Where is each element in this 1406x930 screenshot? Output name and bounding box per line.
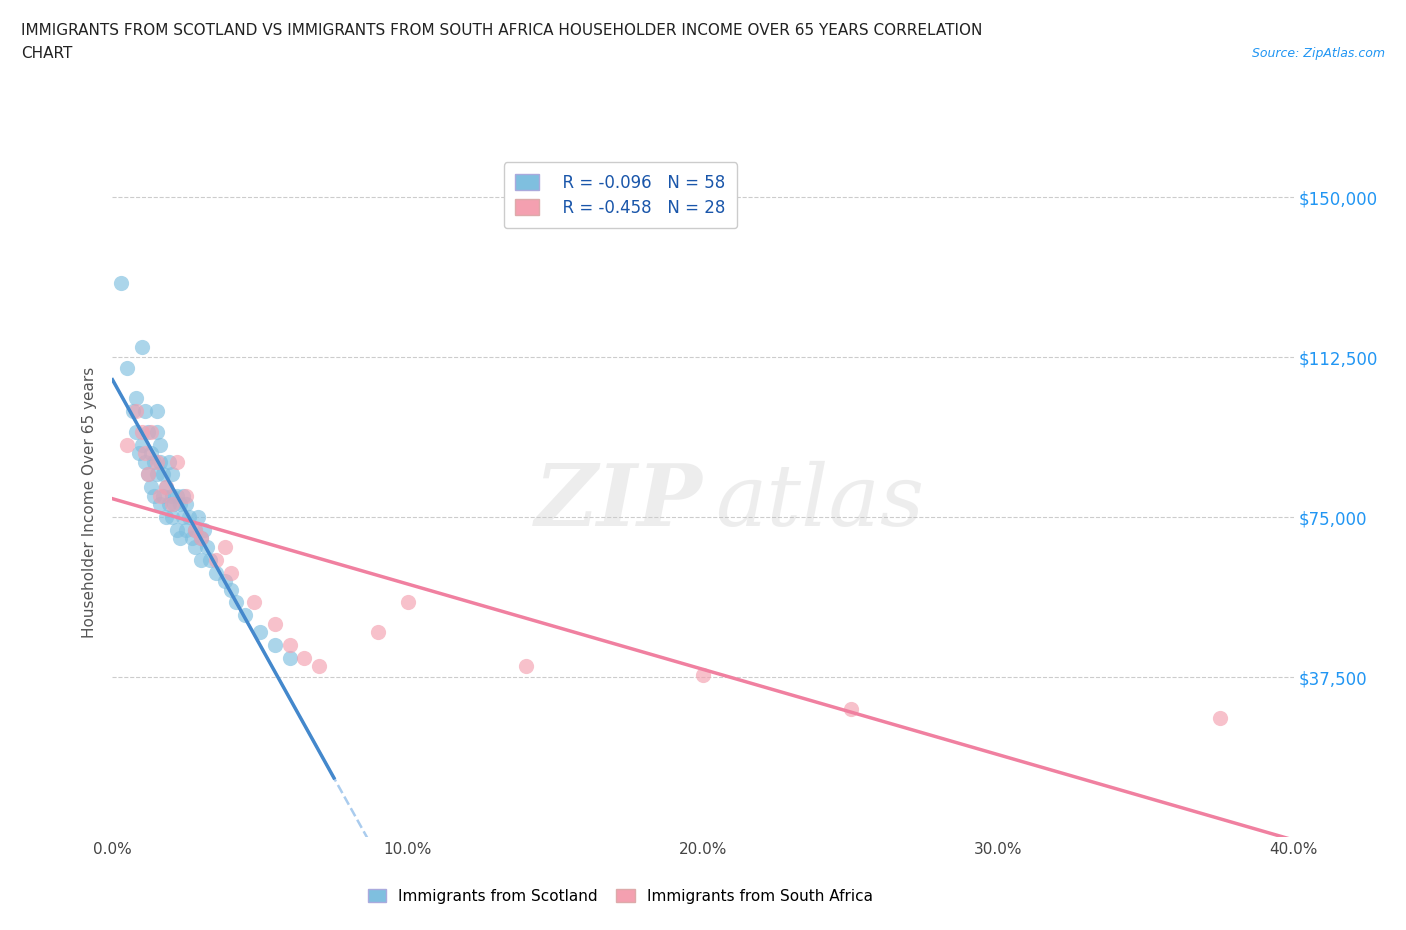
Text: IMMIGRANTS FROM SCOTLAND VS IMMIGRANTS FROM SOUTH AFRICA HOUSEHOLDER INCOME OVER: IMMIGRANTS FROM SCOTLAND VS IMMIGRANTS F… <box>21 23 983 38</box>
Point <box>225 595 247 610</box>
Point <box>139 424 162 439</box>
Text: atlas: atlas <box>714 461 924 543</box>
Point <box>1208 711 1232 725</box>
Point <box>131 339 153 354</box>
Point <box>396 595 419 610</box>
Point <box>149 488 172 503</box>
Point <box>179 510 201 525</box>
Point <box>152 467 174 482</box>
Point <box>308 659 330 674</box>
Point <box>136 467 159 482</box>
Point <box>136 467 159 482</box>
Point <box>142 488 165 503</box>
Point <box>214 539 236 554</box>
Point <box>142 454 165 469</box>
Point <box>139 480 162 495</box>
Point <box>169 497 191 512</box>
Point <box>187 510 209 525</box>
Point <box>134 403 156 418</box>
Point <box>169 531 191 546</box>
Point <box>195 539 218 554</box>
Point <box>181 531 204 546</box>
Point <box>264 638 287 653</box>
Point <box>233 608 256 623</box>
Y-axis label: Householder Income Over 65 years: Householder Income Over 65 years <box>82 366 97 638</box>
Point <box>166 488 188 503</box>
Point <box>155 510 177 525</box>
Point <box>190 552 212 567</box>
Point <box>160 497 183 512</box>
Point <box>163 497 186 512</box>
Point <box>125 391 148 405</box>
Point <box>193 523 215 538</box>
Point <box>152 488 174 503</box>
Point <box>198 552 221 567</box>
Point <box>146 454 169 469</box>
Legend: Immigrants from Scotland, Immigrants from South Africa: Immigrants from Scotland, Immigrants fro… <box>361 883 879 910</box>
Point <box>122 403 145 418</box>
Point <box>174 488 197 503</box>
Point <box>249 625 271 640</box>
Point <box>184 539 207 554</box>
Point <box>134 454 156 469</box>
Point <box>155 480 177 495</box>
Point <box>174 497 197 512</box>
Point <box>190 531 212 546</box>
Point <box>146 403 169 418</box>
Point <box>278 638 301 653</box>
Point <box>166 523 188 538</box>
Point <box>839 701 862 716</box>
Point <box>157 454 180 469</box>
Point <box>184 523 207 538</box>
Point <box>160 510 183 525</box>
Point <box>134 445 156 460</box>
Point <box>264 617 287 631</box>
Text: Source: ZipAtlas.com: Source: ZipAtlas.com <box>1251 46 1385 60</box>
Point <box>146 424 169 439</box>
Point <box>149 454 172 469</box>
Point <box>166 454 188 469</box>
Text: CHART: CHART <box>21 46 73 61</box>
Point <box>160 467 183 482</box>
Point <box>157 497 180 512</box>
Point <box>131 437 153 452</box>
Point <box>128 445 150 460</box>
Text: ZIP: ZIP <box>536 460 703 544</box>
Point <box>117 361 138 376</box>
Point <box>131 424 153 439</box>
Point <box>160 488 183 503</box>
Point <box>243 595 266 610</box>
Point <box>219 582 242 597</box>
Point <box>117 437 138 452</box>
Point <box>367 625 389 640</box>
Point <box>125 424 148 439</box>
Point <box>515 659 537 674</box>
Point <box>174 523 197 538</box>
Point <box>136 424 159 439</box>
Point <box>278 650 301 665</box>
Point <box>149 497 172 512</box>
Point <box>190 531 212 546</box>
Point <box>110 275 132 290</box>
Point <box>205 552 228 567</box>
Point <box>214 574 236 589</box>
Point <box>292 650 315 665</box>
Point <box>155 480 177 495</box>
Point <box>172 510 194 525</box>
Point <box>146 467 169 482</box>
Point <box>172 488 194 503</box>
Point <box>219 565 242 580</box>
Point <box>139 445 162 460</box>
Point <box>125 403 148 418</box>
Point <box>692 668 714 683</box>
Point <box>205 565 228 580</box>
Point <box>184 523 207 538</box>
Point <box>149 437 172 452</box>
